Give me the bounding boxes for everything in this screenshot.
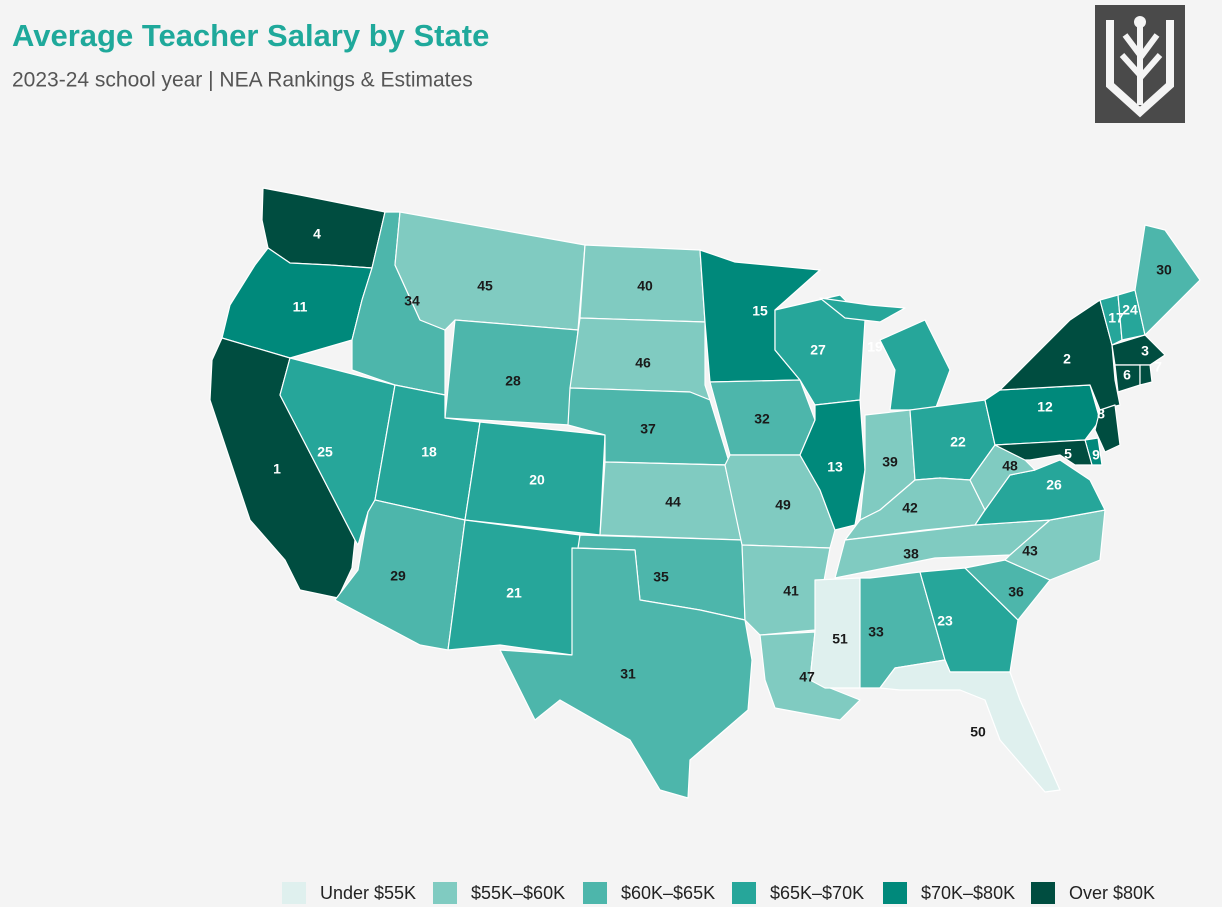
legend-label: Over $80K xyxy=(1069,883,1155,903)
state-rank: 37 xyxy=(640,421,656,437)
state-rank: 25 xyxy=(317,444,333,460)
state-rank: 34 xyxy=(404,293,420,309)
state-rank: 49 xyxy=(775,497,791,513)
state-rank: 8 xyxy=(1097,406,1105,422)
legend-swatch xyxy=(583,882,607,904)
state xyxy=(999,299,1121,411)
state-rank: 43 xyxy=(1022,543,1038,559)
state-rank: 4 xyxy=(313,226,321,242)
state-rank: 9 xyxy=(1092,447,1100,463)
legend-swatch xyxy=(883,882,907,904)
state-rank: 18 xyxy=(421,444,437,460)
legend-swatch xyxy=(433,882,457,904)
legend-swatch xyxy=(732,882,756,904)
state-rank: 50 xyxy=(970,724,986,740)
state-rank: 44 xyxy=(665,494,681,510)
state-rank: 15 xyxy=(752,303,768,319)
state xyxy=(799,399,866,531)
state-rank: 38 xyxy=(903,546,919,562)
legend: Under $55K $55K–$60K $60K–$65K $65K–$70K $70… xyxy=(282,882,1155,904)
legend-label: $65K–$70K xyxy=(770,883,864,903)
states xyxy=(209,187,1201,799)
state-rank: 41 xyxy=(783,583,799,599)
state-rank: 29 xyxy=(390,568,406,584)
state-rank: 5 xyxy=(1064,446,1072,462)
state xyxy=(879,659,1061,793)
state xyxy=(447,519,581,656)
state xyxy=(1094,404,1121,453)
state-rank: 3 xyxy=(1141,343,1149,359)
state-rank: 35 xyxy=(653,569,669,585)
state-rank: 33 xyxy=(868,624,884,640)
state-rank: 46 xyxy=(635,355,651,371)
state xyxy=(1139,364,1153,386)
logo xyxy=(1095,5,1185,123)
state-rank: 26 xyxy=(1046,477,1062,493)
legend-label: $55K–$60K xyxy=(471,883,565,903)
state-labels: 4111253445281820292140463744353115324941… xyxy=(273,226,1172,740)
state-rank: 21 xyxy=(506,585,522,601)
state-rank: 48 xyxy=(1002,458,1018,474)
state-rank: 47 xyxy=(799,669,815,685)
state-rank: 51 xyxy=(832,631,848,647)
state-rank: 20 xyxy=(529,472,545,488)
state-rank: 6 xyxy=(1123,367,1131,383)
state-rank: 30 xyxy=(1156,262,1172,278)
legend-label: Under $55K xyxy=(320,883,416,903)
state-rank: 1 xyxy=(273,461,281,477)
state xyxy=(1111,334,1166,366)
state-rank: 7 xyxy=(1154,359,1162,375)
state xyxy=(1134,224,1201,336)
legend-label: $60K–$65K xyxy=(621,883,715,903)
state-rank: 17 xyxy=(1108,310,1124,326)
state-rank: 24 xyxy=(1122,302,1138,318)
title: Average Teacher Salary by State xyxy=(12,18,489,53)
state xyxy=(984,384,1101,446)
legend-label: $70K–$80K xyxy=(921,883,1015,903)
state xyxy=(394,211,586,331)
state xyxy=(741,544,831,636)
state-rank: 23 xyxy=(937,613,953,629)
state-rank: 39 xyxy=(882,454,898,470)
state xyxy=(499,547,753,799)
legend-swatch xyxy=(282,882,306,904)
state-rank: 22 xyxy=(950,434,966,450)
state-rank: 32 xyxy=(754,411,770,427)
state-rank: 19 xyxy=(867,339,883,355)
state-rank: 31 xyxy=(620,666,636,682)
legend-swatch xyxy=(1031,882,1055,904)
state-rank: 12 xyxy=(1037,399,1053,415)
state-rank: 28 xyxy=(505,373,521,389)
state-rank: 2 xyxy=(1063,351,1071,367)
state xyxy=(994,439,1093,466)
state-rank: 45 xyxy=(477,278,493,294)
state-rank: 36 xyxy=(1008,584,1024,600)
state-rank: 13 xyxy=(827,459,843,475)
state-rank: 11 xyxy=(293,299,308,315)
state-rank: 27 xyxy=(810,342,826,358)
state-rank: 40 xyxy=(637,278,653,294)
state-rank: 42 xyxy=(902,500,918,516)
subtitle: 2023-24 school year | NEA Rankings & Est… xyxy=(12,69,473,92)
